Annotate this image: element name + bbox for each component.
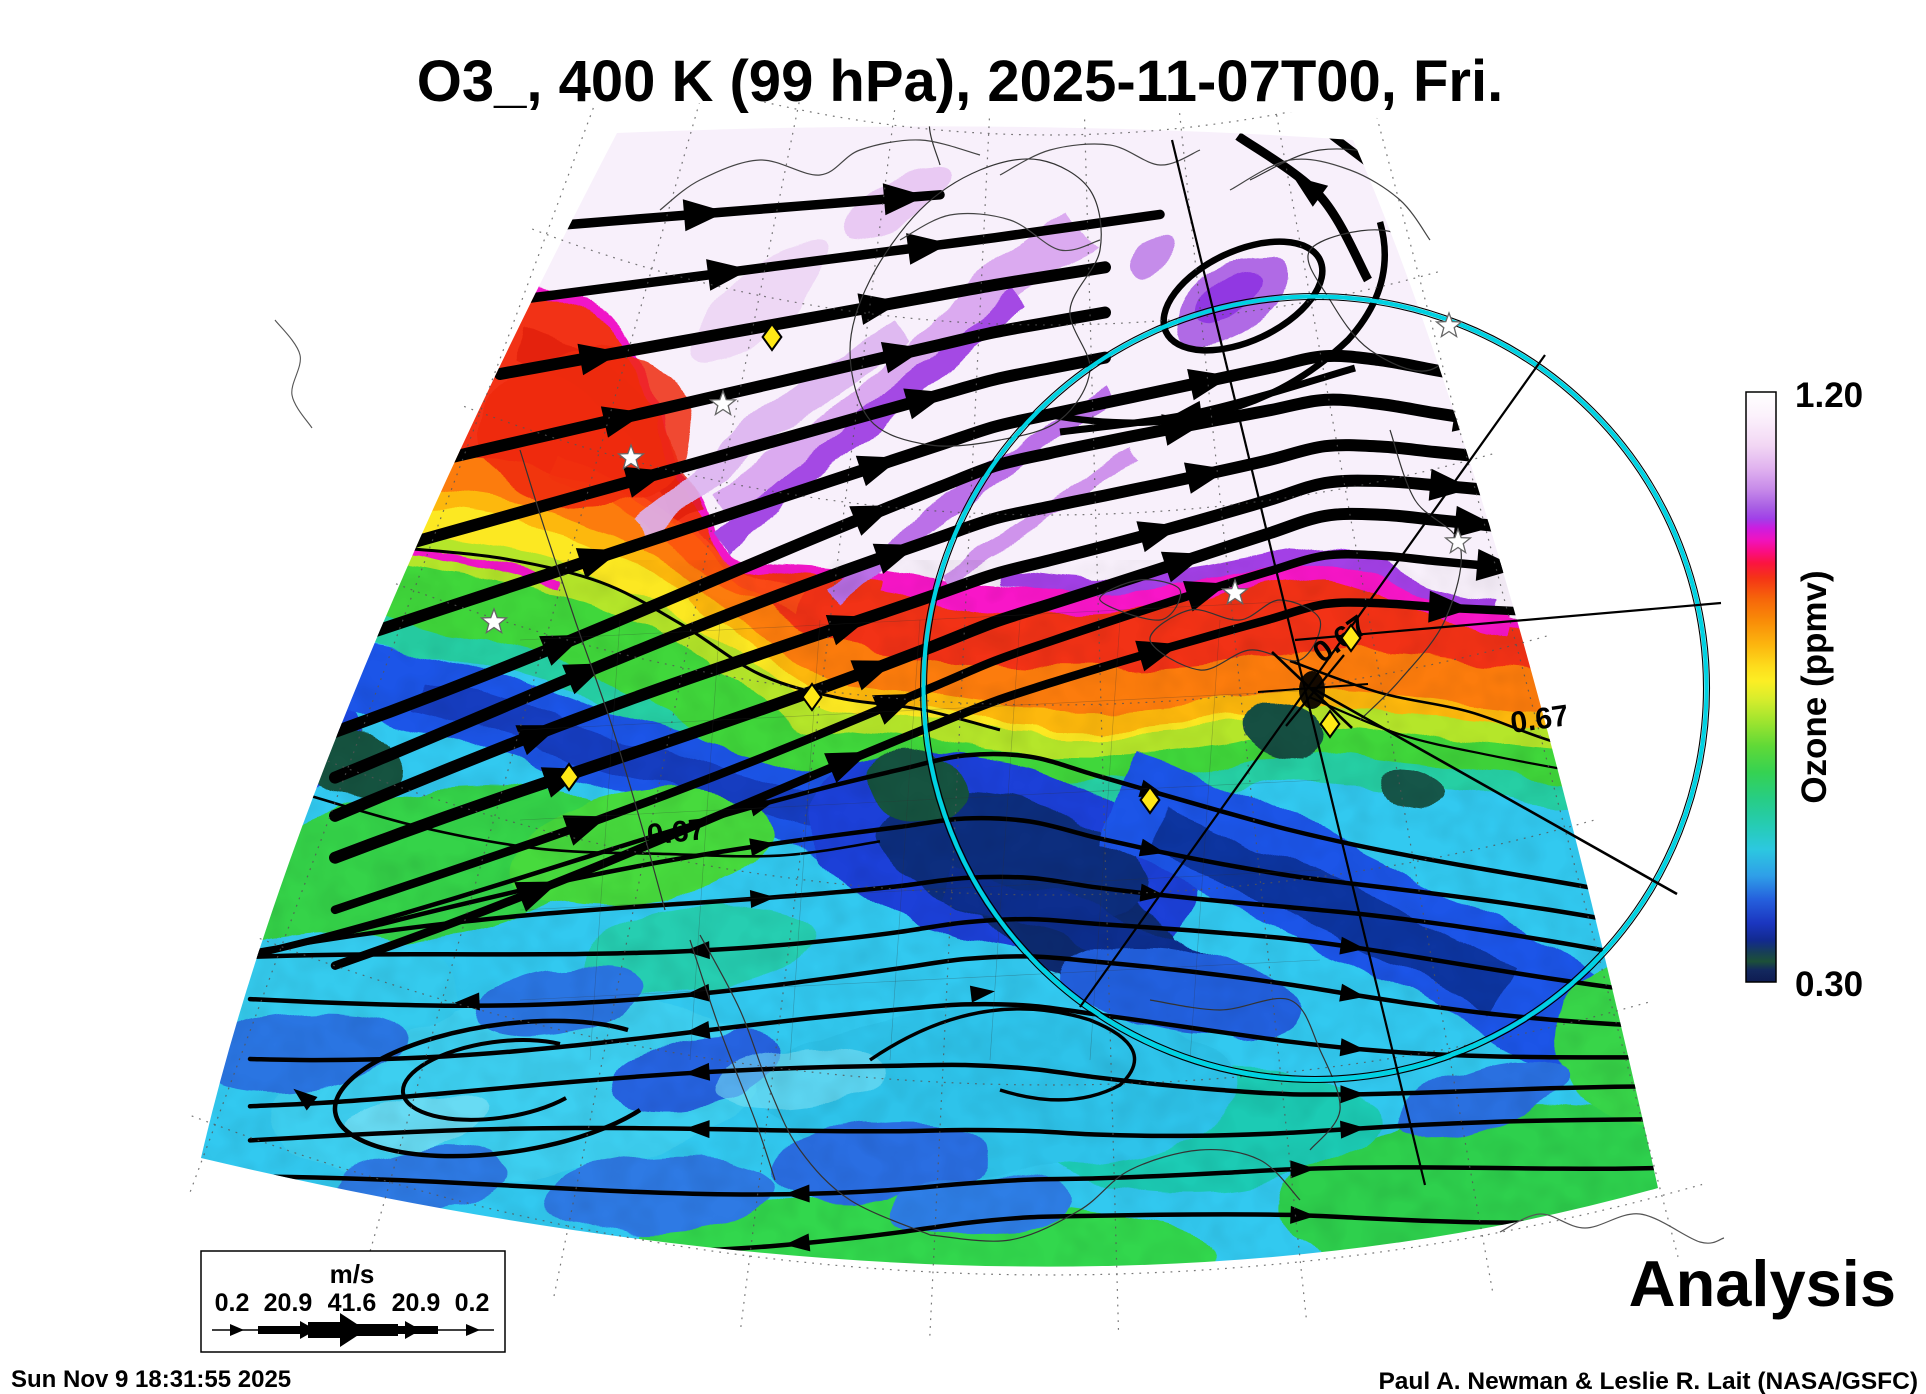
svg-text:41.6: 41.6: [328, 1289, 377, 1317]
svg-text:1.20: 1.20: [1795, 376, 1863, 415]
svg-text:0.67: 0.67: [645, 813, 707, 852]
svg-text:Paul A. Newman & Leslie R. Lai: Paul A. Newman & Leslie R. Lait (NASA/GS…: [1378, 1368, 1918, 1394]
svg-text:0.67: 0.67: [1508, 699, 1570, 740]
svg-text:Analysis: Analysis: [1629, 1247, 1896, 1320]
svg-text:Ozone (ppmv): Ozone (ppmv): [1795, 570, 1834, 803]
svg-text:20.9: 20.9: [392, 1289, 441, 1317]
svg-text:O3_, 400 K (99 hPa), 2025-11-0: O3_, 400 K (99 hPa), 2025-11-07T00, Fri.: [417, 49, 1503, 114]
svg-text:0.30: 0.30: [1795, 965, 1863, 1004]
svg-text:Sun Nov 9 18:31:55 2025: Sun Nov 9 18:31:55 2025: [11, 1366, 291, 1393]
svg-text:m/s: m/s: [330, 1259, 375, 1289]
svg-text:0.2: 0.2: [215, 1289, 250, 1317]
svg-text:20.9: 20.9: [264, 1289, 313, 1317]
svg-text:0.2: 0.2: [455, 1289, 490, 1317]
